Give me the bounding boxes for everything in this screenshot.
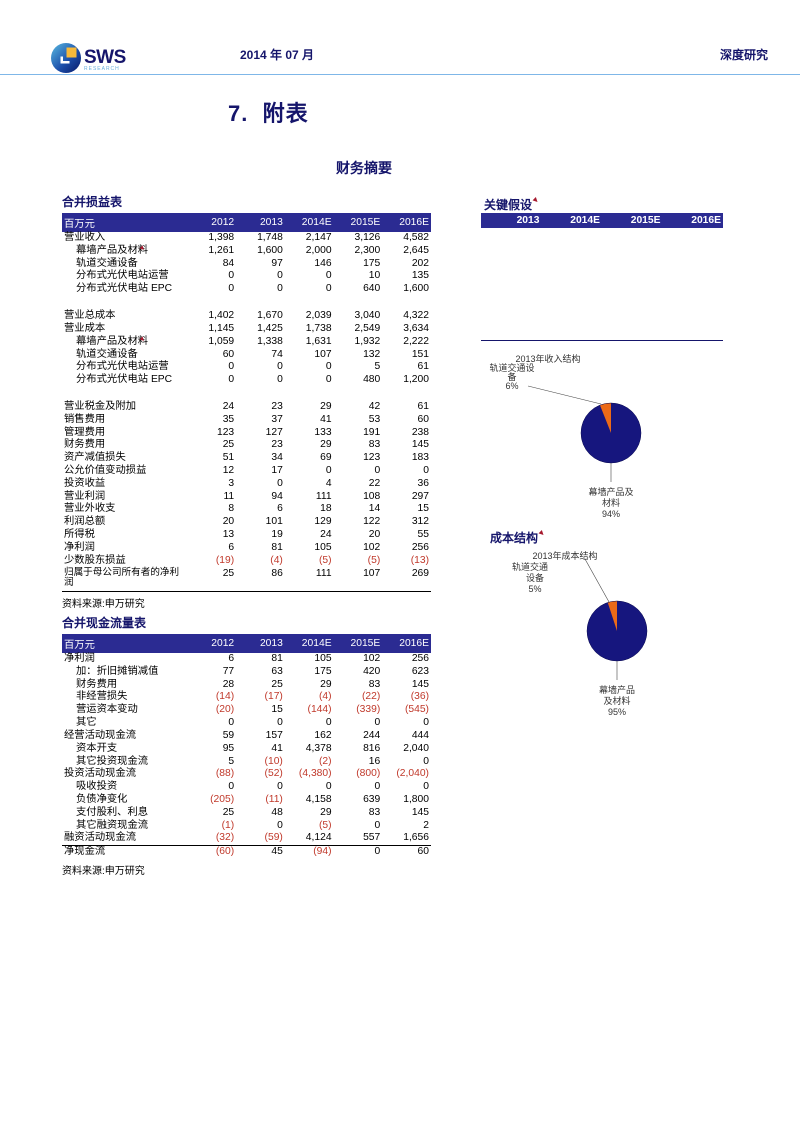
svg-text:95%: 95%	[608, 707, 626, 717]
svg-text:6%: 6%	[505, 381, 518, 391]
svg-text:SWS: SWS	[84, 47, 126, 68]
svg-text:幕墙产品: 幕墙产品	[599, 684, 635, 695]
svg-text:2013年成本结构: 2013年成本结构	[532, 550, 597, 561]
svg-text:设备: 设备	[526, 572, 544, 583]
svg-text:轨道交通: 轨道交通	[512, 561, 548, 572]
svg-text:幕墙产品及: 幕墙产品及	[588, 486, 633, 497]
svg-text:及材料: 及材料	[603, 695, 630, 706]
svg-text:5%: 5%	[528, 584, 541, 594]
svg-text:RESEARCH: RESEARCH	[84, 66, 120, 72]
